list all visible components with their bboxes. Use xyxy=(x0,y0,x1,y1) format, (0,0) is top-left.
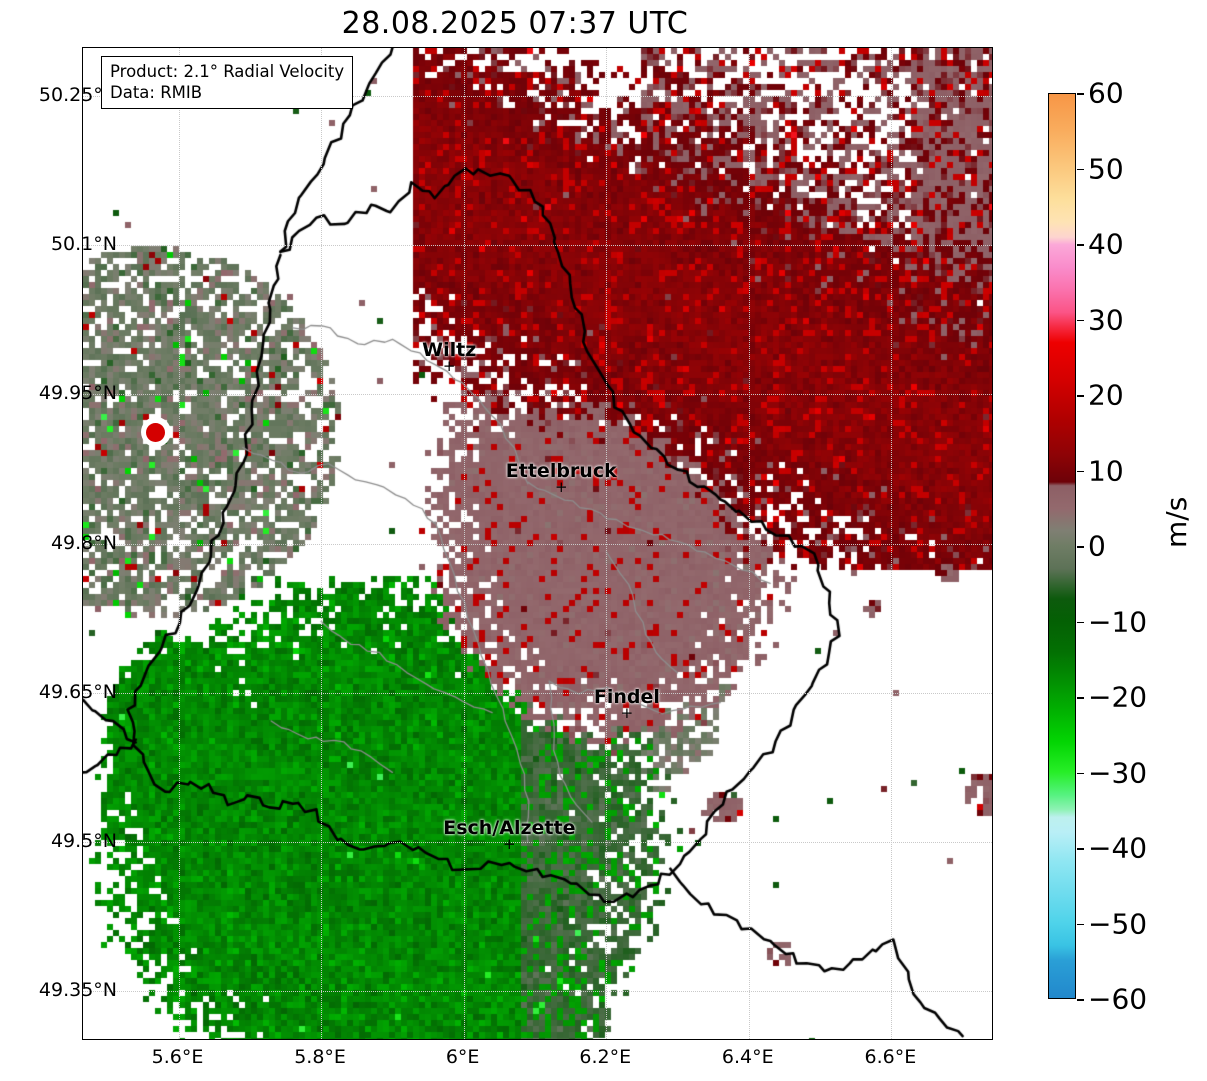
city-label-wiltz: Wiltz + xyxy=(422,338,477,375)
x-axis-tick xyxy=(606,1039,607,1040)
y-axis-tick-label: 50.25°N xyxy=(38,83,117,106)
radar-site-dot xyxy=(146,422,166,442)
colorbar-tick-label: 30 xyxy=(1088,303,1124,336)
colorbar-tick-label: −30 xyxy=(1088,756,1148,789)
colorbar-tick xyxy=(1077,395,1084,397)
colorbar-tick xyxy=(1077,546,1084,548)
x-axis-tick xyxy=(891,1039,892,1040)
colorbar-tick xyxy=(1077,772,1084,774)
colorbar-tick xyxy=(1077,244,1084,246)
city-marker-icon: + xyxy=(503,835,516,854)
page-title: 28.08.2025 07:37 UTC xyxy=(341,6,689,41)
colorbar-tick xyxy=(1077,470,1084,472)
colorbar-tick xyxy=(1077,697,1084,699)
colorbar-tick xyxy=(1077,999,1084,1001)
city-label-findel: Findel + xyxy=(593,686,660,723)
city-name: Wiltz xyxy=(422,338,477,361)
x-axis-tick xyxy=(464,1039,465,1040)
colorbar-tick-label: −20 xyxy=(1088,680,1148,714)
radar-velocity-canvas xyxy=(83,48,992,1039)
colorbar-tick xyxy=(1077,621,1084,623)
product-line: Product: 2.1° Radial Velocity xyxy=(110,62,345,81)
colorbar-tick-label: 60 xyxy=(1088,76,1124,110)
colorbar-tick-label: 40 xyxy=(1088,227,1124,261)
city-marker-icon: + xyxy=(442,356,456,375)
radar-site-marker xyxy=(140,417,171,448)
y-axis-tick-label: 49.95°N xyxy=(38,382,117,405)
colorbar-tick-label: 20 xyxy=(1088,378,1124,412)
x-axis-tick-label: 5.8°E xyxy=(294,1046,346,1068)
x-axis-tick-label: 6.6°E xyxy=(864,1046,917,1068)
data-source-line: Data: RMIB xyxy=(110,83,203,103)
city-name: Esch/Alzette xyxy=(443,817,576,840)
colorbar-tick xyxy=(1077,923,1084,925)
x-axis-tick-label: 5.6°E xyxy=(151,1046,204,1068)
city-label-ettelbruck: Ettelbruck + xyxy=(505,459,617,496)
colorbar-unit-label: m/s xyxy=(1160,496,1193,548)
y-axis-tick-label: 50.1°N xyxy=(50,233,117,255)
radar-image-layer xyxy=(83,48,992,1039)
colorbar-tick-label: −60 xyxy=(1088,982,1148,1016)
city-name: Findel xyxy=(593,686,660,709)
city-marker-icon: + xyxy=(620,704,634,723)
city-name: Ettelbruck xyxy=(505,459,617,482)
colorbar-tick-label: −10 xyxy=(1088,605,1148,638)
x-axis-tick-label: 6.4°E xyxy=(721,1046,774,1068)
colorbar-tick-label: 0 xyxy=(1088,529,1106,563)
city-marker-icon: + xyxy=(554,477,568,496)
x-axis-tick-label: 6°E xyxy=(445,1046,480,1068)
x-axis-tick xyxy=(321,1039,322,1040)
colorbar-tick-label: 10 xyxy=(1088,454,1124,487)
colorbar-tick-label: −50 xyxy=(1088,907,1148,940)
x-axis-tick xyxy=(179,1039,180,1040)
colorbar-tick-label: −40 xyxy=(1088,831,1148,865)
colorbar-tick xyxy=(1077,168,1084,170)
radar-plot-area[interactable]: Wiltz + Ettelbruck + Findel + Esch/Alzette + Pr… xyxy=(82,47,993,1040)
y-axis-tick-label: 49.35°N xyxy=(38,979,117,1002)
product-info-box: Product: 2.1° Radial Velocity Data: RMIB xyxy=(101,56,354,110)
velocity-colorbar[interactable] xyxy=(1048,93,1076,999)
y-axis-tick-label: 49.65°N xyxy=(38,680,117,703)
colorbar-tick xyxy=(1077,848,1084,850)
y-axis-tick-label: 49.8°N xyxy=(50,531,117,554)
city-label-esch-alzette: Esch/Alzette + xyxy=(443,817,576,854)
x-axis-tick xyxy=(749,1039,750,1040)
colorbar-tick xyxy=(1077,319,1084,321)
y-axis-tick-label: 49.5°N xyxy=(50,830,117,852)
colorbar-tick-label: 50 xyxy=(1088,152,1124,185)
colorbar-tick xyxy=(1077,93,1084,95)
x-axis-tick-label: 6.2°E xyxy=(579,1046,632,1068)
